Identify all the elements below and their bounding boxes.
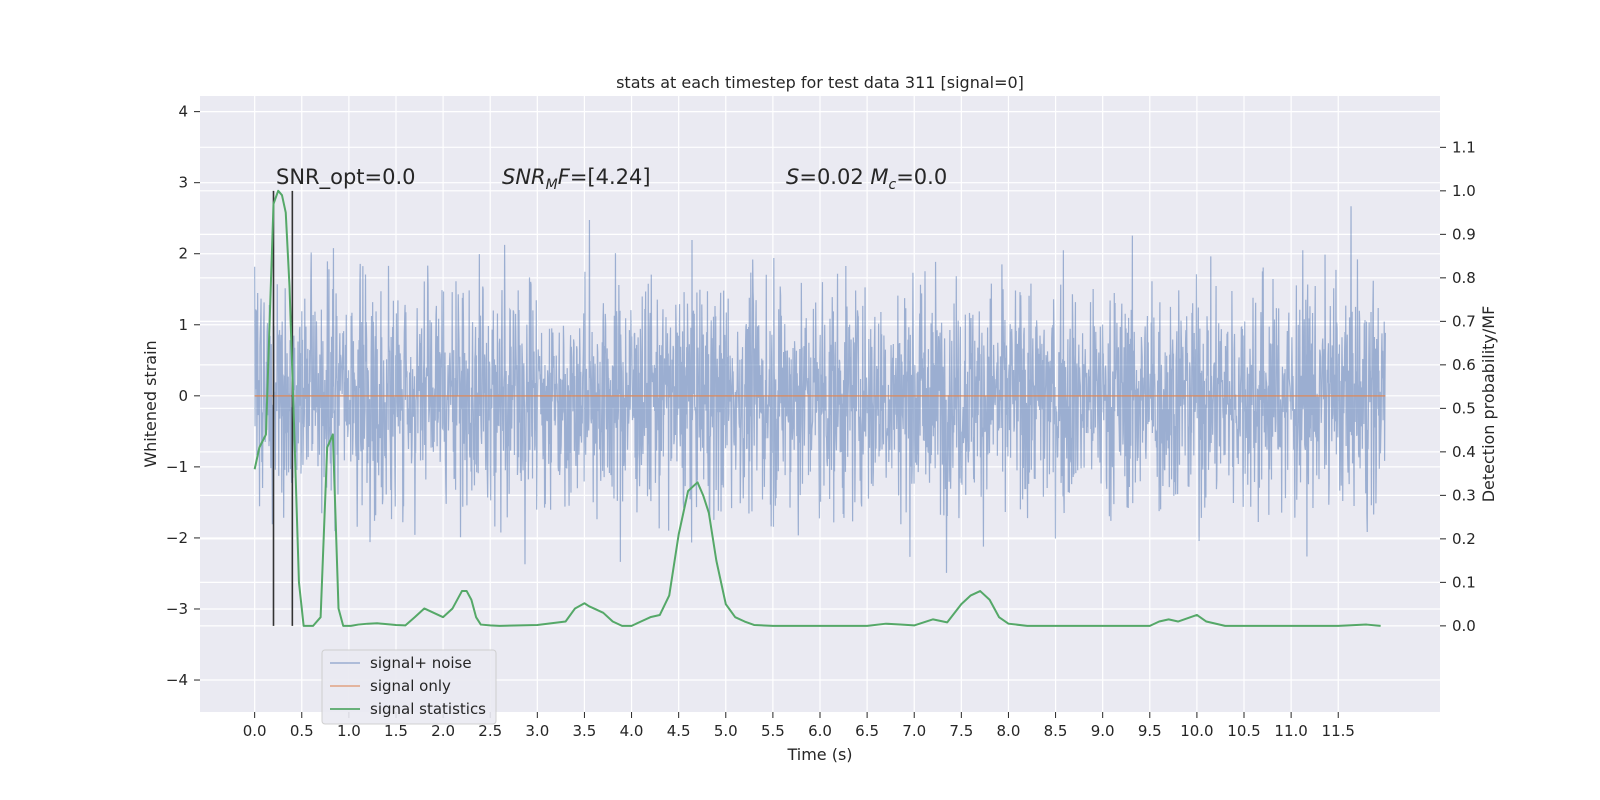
x-tick-label-8: 4.0 <box>620 722 644 740</box>
legend-label-signal-statistics: signal statistics <box>370 700 486 718</box>
y-right-tick-label-6: 0.6 <box>1452 356 1476 374</box>
y-right-tick-label-4: 0.4 <box>1452 443 1476 461</box>
x-tick-label-6: 3.0 <box>525 722 549 740</box>
y-right-tick-label-10: 1.0 <box>1452 182 1476 200</box>
x-tick-label-14: 7.0 <box>902 722 926 740</box>
y-tick-label-8: 4 <box>178 103 188 121</box>
annotation-snr-opt: SNR_opt=0.0 <box>276 165 416 190</box>
y-tick-label-2: −2 <box>166 529 188 547</box>
series-signal-statistics <box>253 189 1381 627</box>
y-tick-label-5: 1 <box>178 316 188 334</box>
y-tick-label-1: −3 <box>166 600 188 618</box>
x-tick-label-5: 2.5 <box>478 722 502 740</box>
y-tick-label-4: 0 <box>178 387 188 405</box>
x-tick-label-3: 1.5 <box>384 722 408 740</box>
y-axis-label-right: Detection probability/MF <box>1479 306 1498 503</box>
annotation-s-mc: S=0.02 Mc=0.0 <box>786 165 947 193</box>
y-tick-label-6: 2 <box>178 245 188 263</box>
x-tick-label-19: 9.5 <box>1138 722 1162 740</box>
x-tick-label-18: 9.0 <box>1091 722 1115 740</box>
x-tick-label-11: 5.5 <box>761 722 785 740</box>
x-tick-label-15: 7.5 <box>949 722 973 740</box>
x-tick-label-20: 10.0 <box>1180 722 1213 740</box>
x-tick-label-23: 11.5 <box>1322 722 1355 740</box>
x-tick-label-13: 6.5 <box>855 722 879 740</box>
x-tick-label-9: 4.5 <box>667 722 691 740</box>
signal-statistics-line <box>253 189 1381 627</box>
y-right-tick-label-5: 0.5 <box>1452 399 1476 417</box>
y-right-tick-label-7: 0.7 <box>1452 312 1476 330</box>
x-tick-label-4: 2.0 <box>431 722 455 740</box>
y-right-tick-label-11: 1.1 <box>1452 138 1476 156</box>
series-signal-noise <box>254 206 1386 573</box>
y-tick-label-0: −4 <box>166 671 188 689</box>
y-axis-ticks-left: −4 −3 −2 −1 0 1 2 3 4 <box>166 103 200 689</box>
y-right-tick-label-8: 0.8 <box>1452 269 1476 287</box>
y-right-tick-label-3: 0.3 <box>1452 486 1476 504</box>
x-tick-label-12: 6.0 <box>808 722 832 740</box>
y-tick-label-3: −1 <box>166 458 188 476</box>
y-tick-label-7: 3 <box>178 174 188 192</box>
y-axis-ticks-right: 0.0 0.1 0.2 0.3 0.4 0.5 0.6 0.7 0.8 0.9 1.0 1.1 <box>1440 138 1476 635</box>
x-tick-label-0: 0.0 <box>243 722 267 740</box>
x-tick-label-1: 0.5 <box>290 722 314 740</box>
vertical-markers <box>272 190 294 626</box>
x-tick-label-16: 8.0 <box>997 722 1021 740</box>
y-axis-label-left: Whitened strain <box>141 340 160 467</box>
chart-title: stats at each timestep for test data 311… <box>616 73 1024 92</box>
x-tick-label-10: 5.0 <box>714 722 738 740</box>
x-tick-label-22: 11.0 <box>1274 722 1307 740</box>
y-right-tick-label-9: 0.9 <box>1452 225 1476 243</box>
y-right-tick-label-1: 0.1 <box>1452 573 1476 591</box>
x-axis-label: Time (s) <box>786 745 852 764</box>
x-tick-label-2: 1.0 <box>337 722 361 740</box>
y-right-tick-label-2: 0.2 <box>1452 530 1476 548</box>
x-tick-label-7: 3.5 <box>573 722 597 740</box>
x-axis-ticks: 0.0 0.5 1.0 1.5 2.0 2.5 3.0 3.5 4.0 4.5 5.0 5.5 6.0 6… <box>243 712 1355 740</box>
legend: signal+ noise signal only signal statist… <box>321 649 497 725</box>
legend-label-signal-noise: signal+ noise <box>370 654 472 672</box>
legend-box <box>321 649 497 725</box>
annotation-snr-mf: SNRMF=[4.24] <box>502 165 651 193</box>
x-tick-label-21: 10.5 <box>1227 722 1260 740</box>
signal-noise-line <box>254 206 1386 573</box>
y-right-tick-label-0: 0.0 <box>1452 617 1476 635</box>
x-tick-label-17: 8.5 <box>1044 722 1068 740</box>
legend-label-signal-only: signal only <box>370 677 451 695</box>
